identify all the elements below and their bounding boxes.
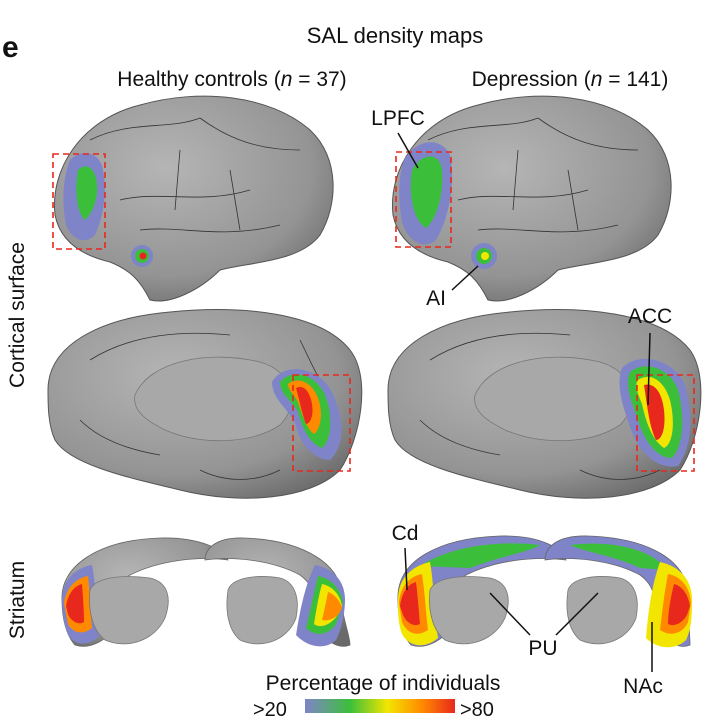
figure-title: SAL density maps (307, 23, 484, 48)
row-label-cortical: Cortical surface (6, 242, 29, 388)
colorbar-title: Percentage of individuals (266, 672, 501, 695)
annotation-cd: Cd (392, 522, 419, 545)
acc-box-depression (636, 374, 695, 472)
ai-pointer (451, 265, 479, 291)
row-label-striatum: Striatum (6, 561, 29, 639)
colorbar-min-label: >20 (253, 699, 287, 720)
striatum-healthy-right (204, 537, 351, 647)
colorbar (305, 699, 455, 713)
column-header-healthy: Healthy controls (n = 37) (117, 68, 346, 91)
cd-pointer (404, 547, 408, 591)
lpfc-box-healthy (52, 153, 106, 250)
acc-box-healthy (292, 374, 351, 472)
lateral-brain-depression (391, 95, 672, 302)
annotation-lpfc: LPFC (371, 107, 425, 130)
striatum-depression-right (544, 535, 692, 648)
healthy-n-symbol: n (281, 68, 293, 91)
acc-pointer (647, 332, 651, 406)
lateral-brain-healthy (53, 95, 334, 302)
depression-label-suffix: = 141) (602, 68, 668, 91)
lpfc-box-depression (395, 151, 452, 248)
annotation-acc: ACC (628, 305, 672, 328)
healthy-label-suffix: = 37) (292, 68, 346, 91)
striatum-healthy-left (61, 537, 229, 647)
depression-n-symbol: n (591, 68, 603, 91)
pu-pointer-right (555, 592, 599, 636)
pu-pointer-left (489, 592, 531, 636)
panel-letter: e (2, 31, 19, 64)
medial-brain-healthy (47, 309, 363, 499)
annotation-pu: PU (528, 637, 557, 660)
healthy-label-prefix: Healthy controls ( (117, 68, 280, 91)
colorbar-max-label: >80 (460, 699, 494, 720)
annotation-nac: NAc (623, 675, 663, 698)
annotation-ai: AI (426, 287, 446, 310)
striatum-depression-left (397, 535, 567, 647)
lpfc-pointer (397, 132, 419, 169)
medial-brain-depression (387, 309, 702, 499)
depression-label-prefix: Depression ( (472, 68, 591, 91)
column-header-depression: Depression (n = 141) (472, 68, 669, 91)
